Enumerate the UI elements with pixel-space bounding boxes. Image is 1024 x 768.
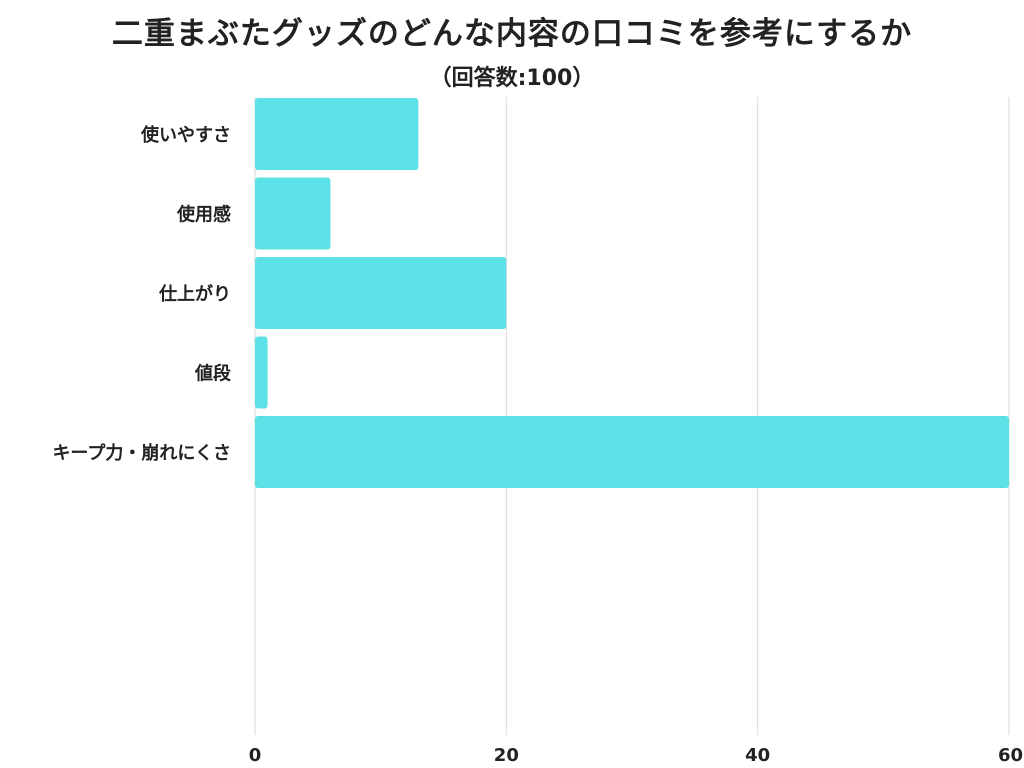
- category-label: キープ力・崩れにくさ: [52, 442, 231, 464]
- category-label: 値段: [194, 363, 232, 385]
- category-label: 使用感: [176, 204, 231, 226]
- category-label: 使いやすさ: [140, 125, 231, 146]
- x-tick-labels: 0 20 40 60: [249, 745, 1023, 766]
- x-tick-label: 60: [998, 745, 1023, 766]
- chart-title: 二重まぶたグッズのどんな内容の口コミを参考にするか: [111, 16, 913, 52]
- bar-0: [255, 98, 419, 170]
- chart-subtitle: （回答数:100）: [429, 66, 595, 91]
- category-label: 仕上がり: [158, 283, 231, 305]
- bar-4: [255, 416, 1009, 488]
- bar-1: [255, 177, 331, 250]
- bars: [255, 98, 1009, 488]
- bar-3: [255, 336, 268, 409]
- x-tick-label: 40: [745, 745, 770, 766]
- x-tick-label: 20: [494, 745, 519, 766]
- bar-2: [255, 257, 507, 329]
- x-tick-label: 0: [249, 745, 262, 766]
